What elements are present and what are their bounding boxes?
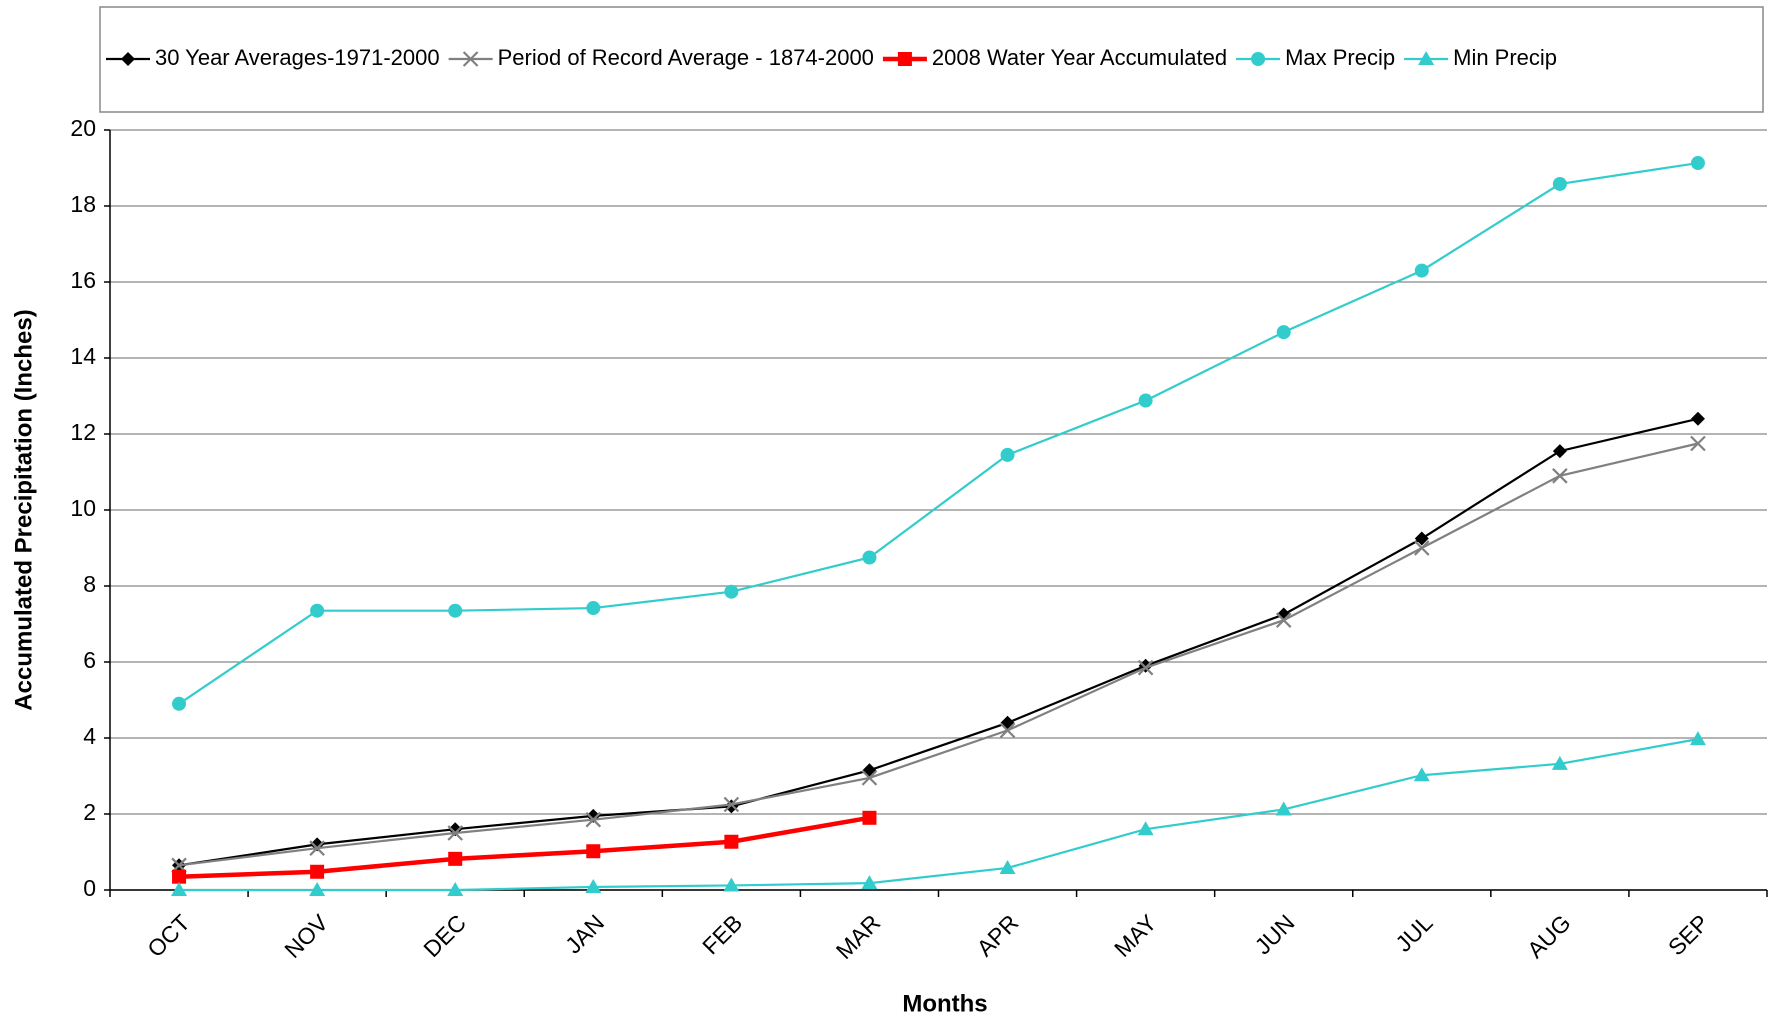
- y-axis-title: Accumulated Precipitation (Inches): [10, 309, 37, 710]
- x-tick-label: DEC: [418, 909, 471, 962]
- marker: [861, 875, 878, 890]
- marker: [448, 603, 463, 618]
- marker: [447, 882, 464, 896]
- y-tick-label: 0: [83, 875, 96, 901]
- y-tick-label: 6: [83, 647, 96, 673]
- marker: [1000, 447, 1015, 462]
- marker: [1275, 612, 1292, 628]
- marker: [1690, 435, 1706, 452]
- marker: [1251, 52, 1266, 66]
- y-tick-label: 4: [83, 723, 96, 749]
- marker: [1689, 731, 1706, 746]
- marker: [1551, 755, 1568, 770]
- marker: [1690, 411, 1705, 426]
- y-tick-label: 16: [70, 267, 96, 293]
- marker: [1414, 531, 1429, 546]
- marker: [121, 52, 135, 66]
- marker: [1413, 767, 1430, 782]
- x-tick-label: JUL: [1390, 909, 1437, 956]
- marker: [999, 859, 1016, 874]
- y-tick-label: 20: [70, 115, 96, 141]
- marker: [1552, 444, 1567, 459]
- series-line: [179, 738, 1699, 892]
- marker: [1552, 468, 1568, 484]
- series-line: [178, 417, 1699, 867]
- marker: [724, 584, 739, 599]
- marker: [861, 770, 878, 786]
- y-tick-label: 18: [70, 191, 96, 217]
- marker: [447, 825, 463, 841]
- marker: [462, 51, 479, 67]
- x-tick-label: MAY: [1109, 909, 1161, 961]
- marker: [448, 851, 463, 866]
- marker: [586, 601, 601, 616]
- marker: [310, 603, 325, 618]
- y-tick-label: 12: [70, 419, 96, 445]
- marker: [1137, 821, 1154, 836]
- marker: [310, 864, 325, 879]
- marker: [897, 52, 912, 66]
- legend-label: 30 Year Averages-1971-2000: [155, 45, 440, 70]
- series-line: [178, 161, 1699, 705]
- legend-box: [99, 6, 1764, 113]
- series-line: [178, 815, 870, 879]
- x-tick-label: APR: [972, 909, 1024, 961]
- y-tick-label: 2: [83, 799, 96, 825]
- marker: [999, 722, 1016, 739]
- marker: [1414, 540, 1430, 556]
- marker: [586, 844, 601, 859]
- marker: [585, 811, 602, 828]
- legend-label: Max Precip: [1285, 45, 1395, 70]
- x-tick-label: MAR: [831, 909, 886, 964]
- x-axis-title: Months: [902, 990, 987, 1017]
- marker: [723, 796, 740, 813]
- x-tick-label: SEP: [1663, 909, 1714, 960]
- marker: [724, 799, 739, 814]
- marker: [1137, 659, 1154, 676]
- x-tick-label: AUG: [1522, 909, 1576, 963]
- marker: [585, 878, 602, 893]
- legend-label: Min Precip: [1453, 45, 1557, 70]
- marker: [1276, 325, 1291, 340]
- marker: [1275, 801, 1292, 816]
- marker: [172, 869, 187, 884]
- marker: [1418, 51, 1435, 65]
- marker: [309, 840, 325, 856]
- x-tick-label: JAN: [560, 909, 609, 958]
- marker: [862, 550, 877, 565]
- y-tick-label: 8: [83, 571, 96, 597]
- marker: [723, 877, 740, 892]
- x-tick-label: NOV: [279, 909, 333, 963]
- legend-label: Period of Record Average - 1874-2000: [498, 45, 874, 70]
- legend-label: 2008 Water Year Accumulated: [932, 45, 1227, 70]
- marker: [862, 810, 877, 825]
- marker: [1414, 263, 1429, 278]
- x-tick-label: OCT: [142, 909, 195, 962]
- marker: [171, 882, 188, 896]
- series-line: [178, 442, 1699, 867]
- marker: [1552, 176, 1567, 191]
- y-tick-label: 10: [70, 495, 96, 521]
- marker: [309, 882, 326, 896]
- marker: [1138, 393, 1153, 408]
- marker: [724, 834, 739, 849]
- y-tick-label: 14: [70, 343, 96, 369]
- x-tick-label: JUN: [1250, 909, 1300, 959]
- x-tick-label: FEB: [697, 909, 747, 959]
- marker: [1690, 156, 1705, 171]
- marker: [172, 696, 187, 711]
